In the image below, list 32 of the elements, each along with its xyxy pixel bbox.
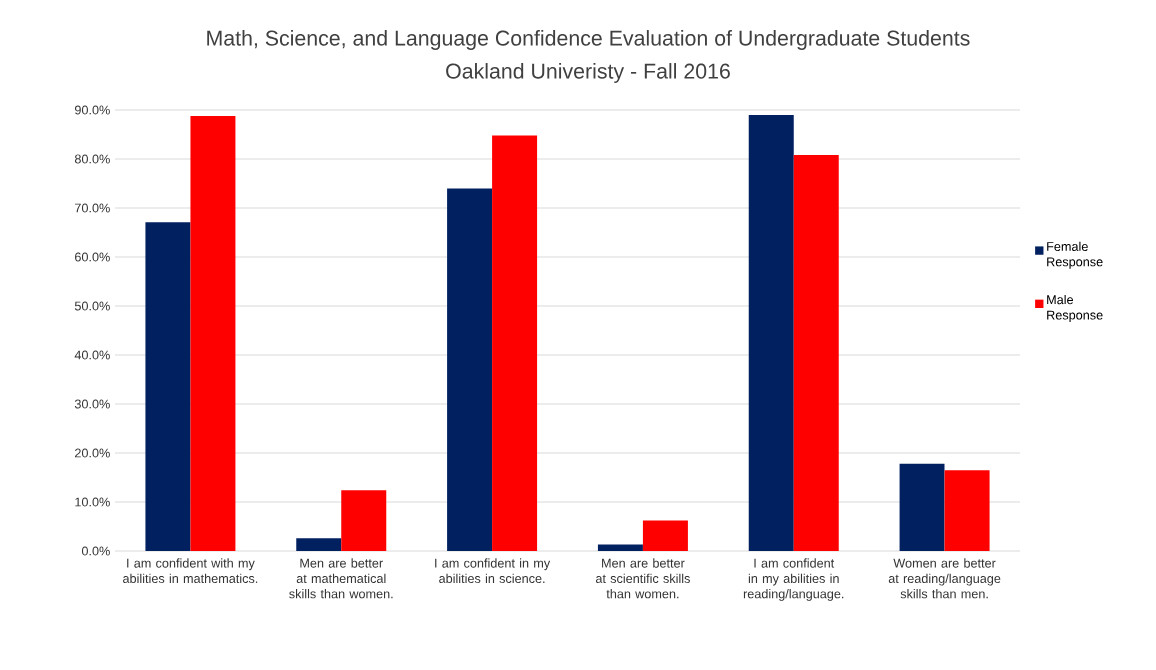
y-tick-label: 90.0% (74, 105, 110, 115)
y-tick-label: 70.0% (75, 203, 110, 213)
bar (145, 222, 191, 551)
bar (296, 538, 342, 551)
bar (447, 188, 493, 551)
y-tick-label: 30.0% (74, 399, 110, 409)
legend-label: Male Response (1047, 294, 1103, 323)
bar (793, 155, 839, 551)
y-tick-label: 10.0% (75, 497, 110, 507)
legend-label: Female Response (1047, 241, 1103, 269)
x-tick-label: I am confident in my abilities in science. (435, 558, 551, 583)
bar (341, 490, 387, 551)
y-tick-label: 60.0% (75, 252, 110, 262)
x-tick-label: I am confident in my abilities in reading/language. (743, 558, 844, 601)
chart-subtitle: Oakland Univeristy - Fall 2016 (446, 63, 730, 83)
bar (642, 520, 688, 551)
bar (190, 115, 236, 551)
y-tick-label: 40.0% (74, 350, 110, 360)
x-tick-label: I am confident with my abilities in mathematics. (123, 558, 258, 583)
y-tick-label: 0.0% (81, 546, 110, 556)
bar (748, 114, 794, 551)
bar (899, 463, 945, 551)
x-tick-label: Men are better at scientific skills than women. (595, 558, 690, 599)
x-tick-label: Women are better at reading/language skills than men. (888, 558, 1001, 599)
y-tick-label: 50.0% (74, 301, 110, 311)
bar (597, 544, 643, 551)
bar (492, 135, 538, 551)
y-tick-label: 80.0% (74, 154, 110, 164)
y-tick-label: 20.0% (75, 448, 110, 458)
x-tick-label: Men are better at mathematical skills than women. (289, 558, 393, 599)
bar (944, 470, 990, 551)
chart-title: Math, Science, and Language Confidence Evaluation of Undergraduate Students (207, 30, 970, 50)
